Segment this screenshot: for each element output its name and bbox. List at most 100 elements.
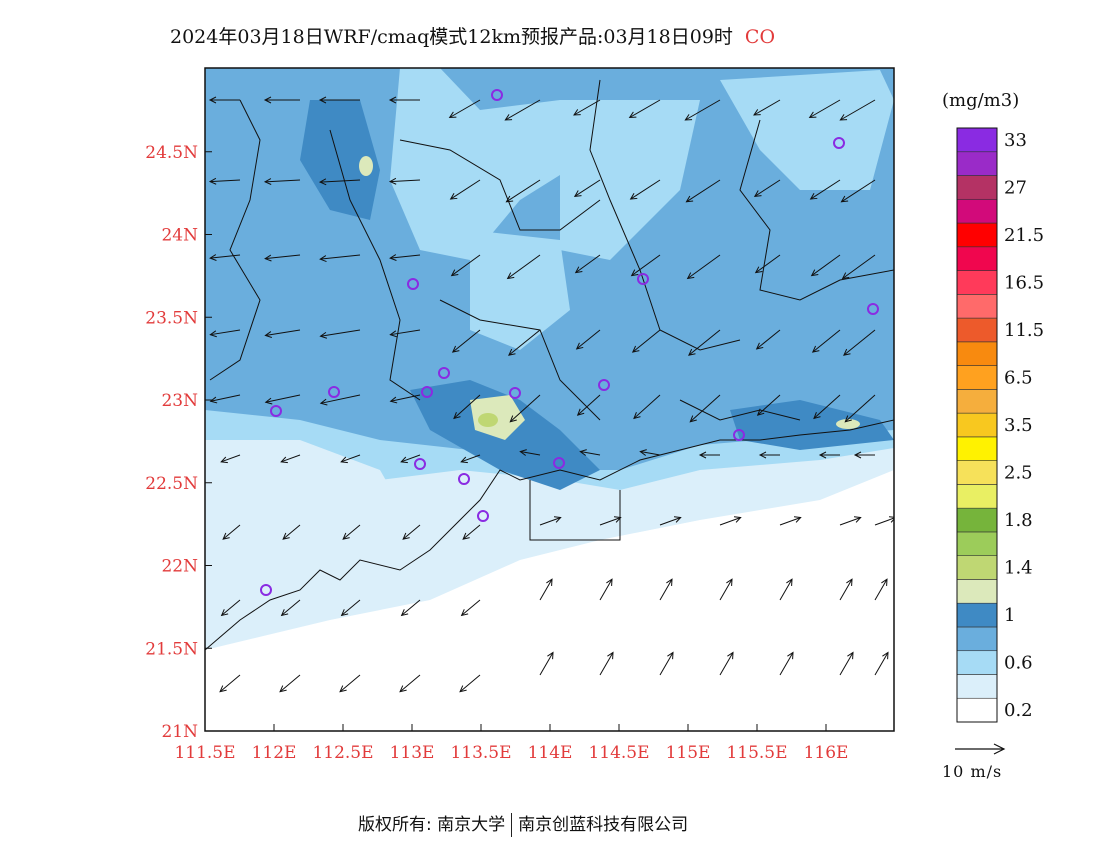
legend-labels: 0.2 0.6 1 1.4 1.8 2.5 3.5 6.5 11.5 16.5 21.5 27 33 [1004, 130, 1044, 721]
wind-arrowhead [853, 451, 862, 459]
wind-arrowhead [843, 348, 851, 356]
station-marker [328, 386, 340, 398]
wind-arrow [210, 394, 241, 402]
lon-label: 116E [804, 743, 849, 763]
wind-arrow [599, 517, 621, 526]
wind-arrow [779, 652, 794, 676]
monitoring-stations [260, 89, 879, 596]
wind-arrowhead [839, 114, 848, 121]
wind-arrow [689, 394, 721, 423]
wind-arrowhead [628, 111, 637, 119]
wind-arrowhead [809, 193, 818, 200]
legend-label: 6.5 [1004, 367, 1033, 388]
footer-credit: 版权所有: 南京大学 南京创蓝科技有限公司 [358, 810, 688, 837]
legend-label: 21.5 [1004, 225, 1044, 246]
legend-swatch [956, 412, 998, 438]
wind-arrowhead [319, 398, 328, 406]
reference-vector-arrow [955, 743, 1006, 755]
wind-arrowhead [573, 109, 581, 116]
wind-arrowhead [579, 449, 587, 456]
wind-arrowhead [684, 114, 693, 121]
wind-arrowhead [340, 456, 348, 464]
wind-arrowhead [575, 342, 584, 350]
title-main: 2024年03月18日WRF/cmaq模式12km预报产品:03月18日09时 [170, 26, 733, 48]
wind-arrow [539, 517, 561, 526]
lon-label: 114.5E [588, 743, 649, 763]
wind-arrow [390, 394, 421, 402]
wind-arrow [265, 179, 301, 183]
legend-swatch [956, 127, 998, 153]
wind-arrowhead [506, 272, 515, 280]
wind-arrowhead [844, 415, 852, 423]
wind-arrowhead [505, 195, 514, 203]
wind-arrowhead [222, 532, 230, 540]
wind-arrowhead [263, 178, 272, 185]
wind-arrow [342, 524, 361, 540]
wind-arrowhead [689, 415, 697, 423]
lat-label: 24N [161, 226, 198, 246]
wind-arrowhead [673, 516, 682, 523]
wind-arrow [844, 394, 876, 423]
legend-label: 0.2 [1004, 700, 1033, 721]
wind-arrowhead [209, 330, 217, 338]
wind-arrow [874, 578, 888, 601]
wind-arrowhead [208, 96, 217, 104]
wind-arrow [659, 517, 681, 526]
wind-arrow [320, 179, 361, 183]
wind-arrow [580, 451, 601, 456]
wind-arrowhead [639, 449, 647, 456]
footer-left: 版权所有: 南京大学 [358, 815, 506, 835]
wind-arrow [265, 254, 301, 260]
legend-label: 1.8 [1004, 510, 1033, 531]
wind-arrow [811, 254, 841, 276]
wind-arrow [575, 254, 601, 274]
wind-arrow [222, 524, 241, 540]
wind-arrowhead [453, 411, 461, 420]
wind-arrowhead [546, 578, 553, 586]
wind-arrow [688, 329, 721, 356]
legend-swatch [956, 389, 998, 414]
axis-ticks [204, 151, 827, 732]
wind-arrowhead [841, 272, 850, 280]
wind-arrowhead [667, 651, 674, 660]
wind-arrowhead [755, 342, 764, 350]
wind-arrow [629, 99, 661, 118]
wind-arrow [574, 179, 601, 197]
wind-arrowhead [220, 609, 229, 617]
wind-arrow [320, 254, 361, 260]
wind-arrowhead [280, 456, 288, 464]
lat-label: 23.5N [145, 308, 198, 328]
wind-arrow [632, 329, 661, 353]
wind-arrowhead [460, 456, 468, 464]
station-marker [438, 367, 450, 379]
latitude-labels: 24.5N 24N 23.5N 23N 22.5N 22N 21.5N 21N [145, 143, 198, 742]
footer-right: 南京创蓝科技有限公司 [518, 815, 689, 835]
legend-swatch [956, 246, 998, 271]
wind-arrowhead [264, 254, 272, 262]
wind-arrowhead [574, 266, 583, 274]
wind-vectors [208, 96, 894, 693]
wind-arrow [320, 394, 361, 404]
legend-label: 2.5 [1004, 463, 1033, 484]
wind-arrowhead [733, 516, 742, 523]
station-marker [458, 473, 470, 485]
wind-arrowhead [340, 609, 349, 617]
legend-swatch [956, 531, 998, 556]
wind-arrowhead [264, 397, 273, 405]
wind-arrowhead [342, 532, 350, 540]
legend-label: 33 [1004, 130, 1027, 151]
title-species: CO [744, 26, 776, 48]
wind-arrow [719, 578, 733, 601]
wind-arrowhead [450, 269, 459, 277]
wind-arrow [221, 599, 241, 616]
wind-arrowhead [754, 266, 763, 274]
wind-arrow [507, 254, 541, 279]
wind-arrow [840, 99, 876, 121]
lon-label: 114E [528, 743, 573, 763]
station-marker [833, 137, 845, 149]
lat-label: 22.5N [145, 474, 198, 494]
wind-arrowhead [209, 254, 217, 261]
wind-arrow [265, 394, 301, 403]
legend-swatch [956, 151, 998, 176]
